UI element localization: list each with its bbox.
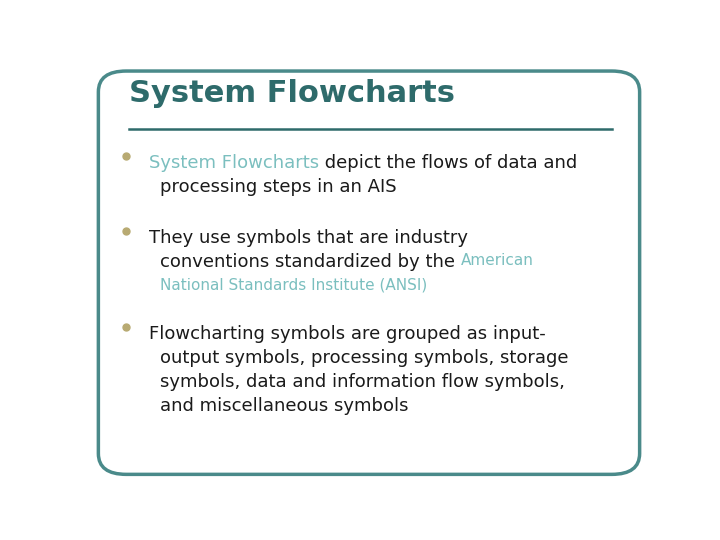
Text: National Standards Institute (ANSI): National Standards Institute (ANSI)	[160, 277, 427, 292]
Text: System Flowcharts: System Flowcharts	[129, 79, 455, 109]
Text: System Flowcharts: System Flowcharts	[148, 154, 319, 172]
Text: and miscellaneous symbols: and miscellaneous symbols	[160, 397, 408, 415]
FancyBboxPatch shape	[99, 71, 639, 474]
Text: conventions standardized by the: conventions standardized by the	[160, 253, 461, 271]
Text: They use symbols that are industry: They use symbols that are industry	[148, 229, 467, 247]
Text: symbols, data and information flow symbols,: symbols, data and information flow symbo…	[160, 373, 564, 391]
Text: output symbols, processing symbols, storage: output symbols, processing symbols, stor…	[160, 349, 568, 367]
Text: American: American	[461, 253, 534, 268]
Text: Flowcharting symbols are grouped as input-: Flowcharting symbols are grouped as inpu…	[148, 325, 545, 343]
Text: depict the flows of data and: depict the flows of data and	[319, 154, 577, 172]
Text: processing steps in an AIS: processing steps in an AIS	[160, 178, 397, 197]
